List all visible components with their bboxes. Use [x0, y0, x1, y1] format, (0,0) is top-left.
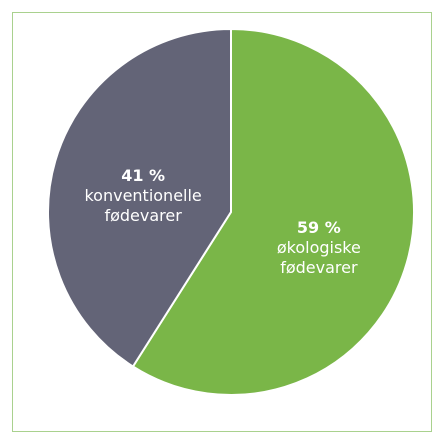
value-label: 41 %: [121, 166, 166, 186]
slice-label: 41 % konventionelle fødevarer: [73, 166, 213, 226]
pie-slice: [131, 27, 415, 396]
category-label: konventionelle fødevarer: [84, 186, 202, 226]
pie-slice: [47, 27, 232, 368]
category-label: økologiske fødevarer: [276, 237, 361, 277]
slice-label: 59 % økologiske fødevarer: [269, 218, 369, 278]
value-label: 59 %: [296, 217, 341, 237]
frame: [12, 12, 432, 432]
